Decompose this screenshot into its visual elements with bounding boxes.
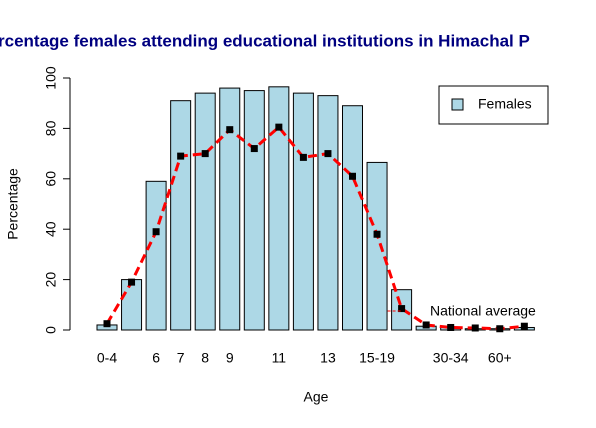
- chart-title: rcentage females attending educational i…: [0, 31, 530, 50]
- bar: [366, 161, 388, 331]
- point: [324, 150, 332, 158]
- x-tick-label: 9: [226, 350, 234, 366]
- x-tick-label: 6: [152, 350, 160, 366]
- point: [177, 152, 185, 160]
- line-annotation: National average: [430, 303, 536, 319]
- y-tick-label: 20: [43, 272, 59, 288]
- x-axis-label: Age: [304, 389, 329, 405]
- bar: [145, 180, 167, 331]
- x-tick-label: 13: [320, 350, 336, 366]
- legend-swatch: [451, 98, 464, 111]
- point: [447, 323, 455, 331]
- point: [520, 322, 528, 330]
- x-tick-label: 8: [201, 350, 209, 366]
- point: [299, 153, 307, 161]
- point: [349, 172, 356, 180]
- line: [105, 124, 525, 331]
- y-axis-label: Percentage: [5, 168, 21, 240]
- point: [128, 278, 136, 286]
- point: [201, 150, 209, 158]
- x-tick-label: 30-34: [433, 350, 469, 366]
- bar: [243, 90, 265, 331]
- x-tick-label: 0-4: [97, 350, 117, 366]
- y-tick-label: 60: [43, 171, 59, 187]
- point: [250, 145, 258, 153]
- point: [103, 320, 111, 328]
- y-tick-label: 0: [43, 326, 59, 334]
- point: [471, 324, 479, 332]
- point: [496, 325, 504, 333]
- bar: [292, 92, 314, 331]
- bar: [268, 86, 290, 331]
- x-tick-label: 11: [272, 350, 287, 366]
- x-tick-label: 15-19: [359, 350, 395, 366]
- point: [398, 305, 406, 313]
- point: [373, 230, 381, 238]
- legend-label: Females: [478, 96, 532, 112]
- y-tick-label: 80: [43, 120, 59, 136]
- bar: [317, 95, 339, 331]
- x-tick-label: 7: [177, 350, 185, 366]
- y-tick-label: 100: [43, 66, 59, 90]
- bar: [121, 279, 143, 331]
- bar: [219, 87, 241, 331]
- bar: [342, 105, 363, 331]
- bar: [194, 92, 216, 331]
- point: [152, 228, 160, 236]
- point: [226, 126, 234, 134]
- x-tick-label: 60+: [488, 350, 512, 366]
- point: [422, 321, 430, 329]
- y-tick-label: 40: [43, 221, 59, 237]
- point: [275, 123, 283, 131]
- bar: [170, 100, 192, 331]
